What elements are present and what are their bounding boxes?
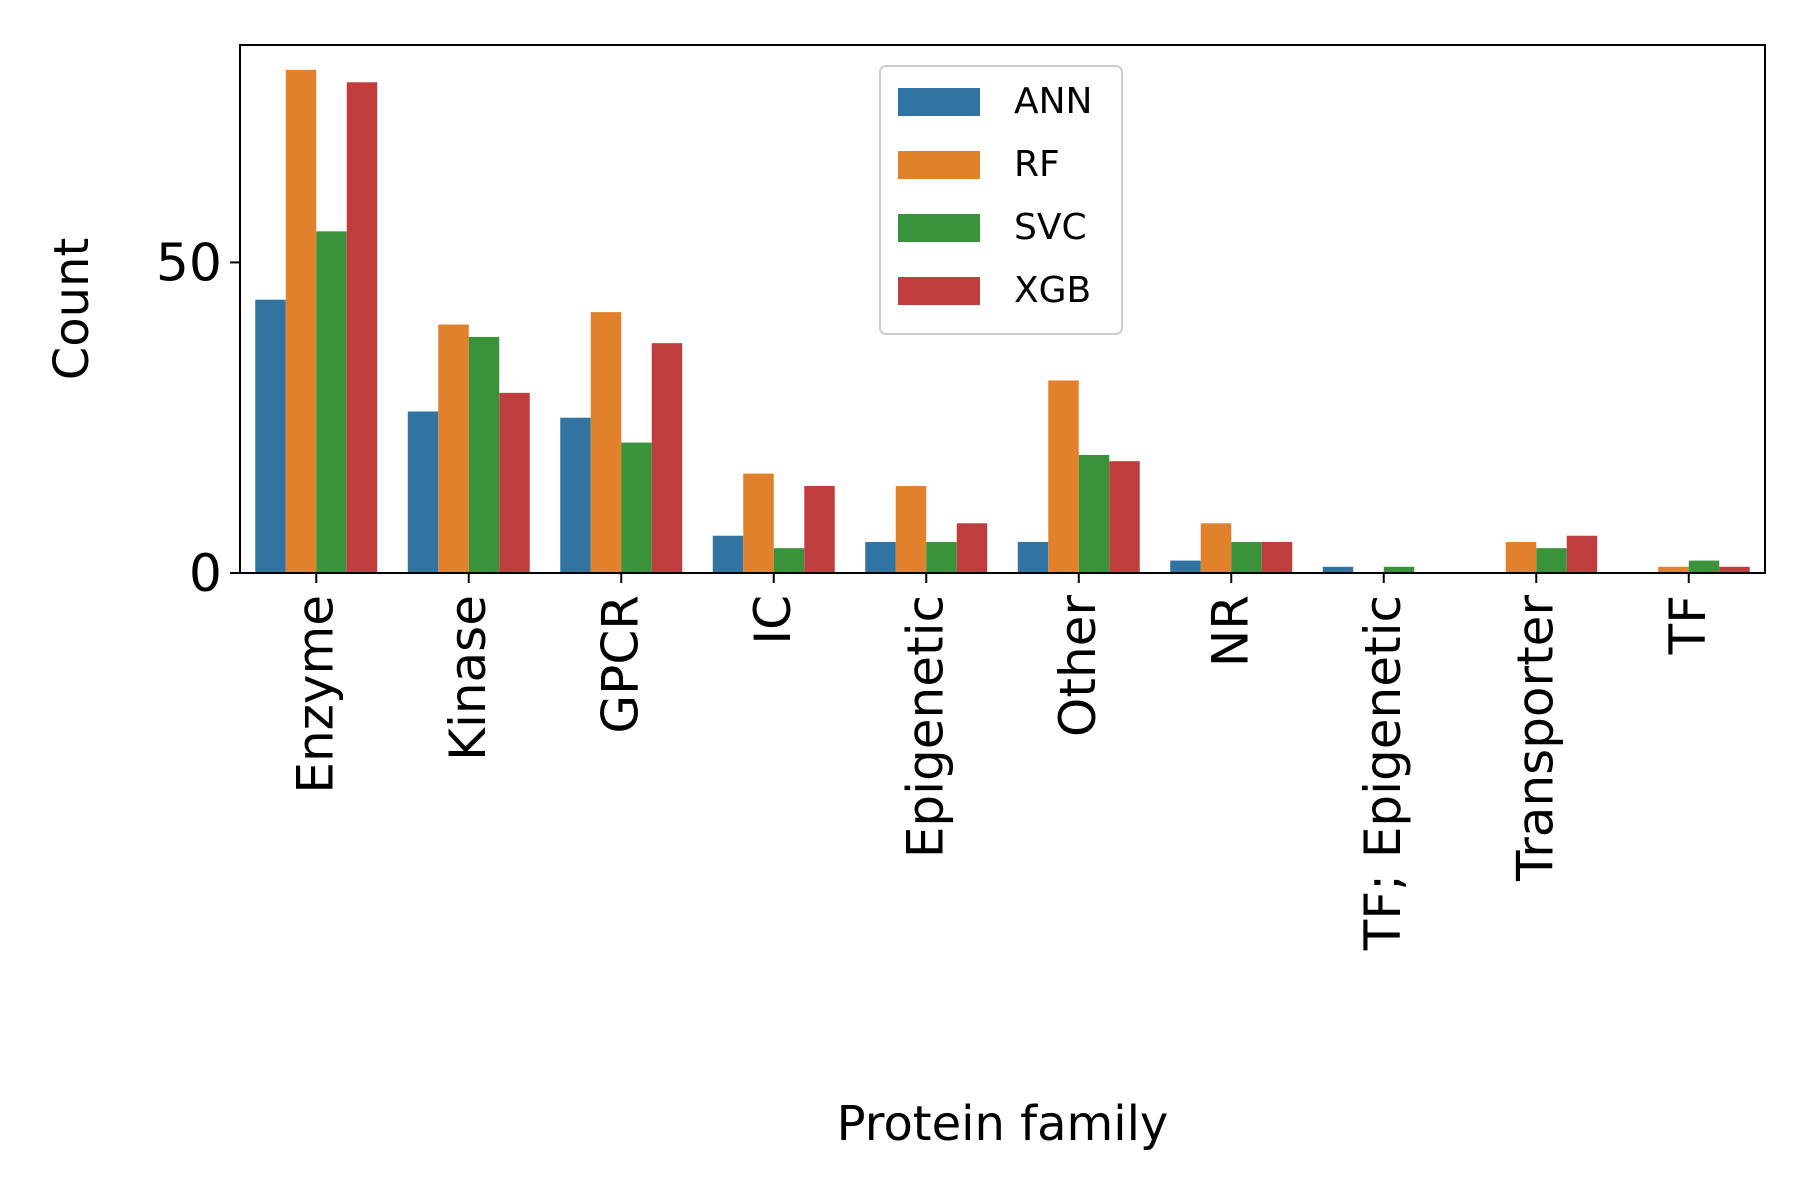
bar-ic-xgb [804,486,835,573]
bar-nr-xgb [1261,541,1293,573]
x-tick-label-kinase: Kinase [439,595,497,761]
legend-label-ann: ANN [1014,81,1093,122]
bar-kinase-xgb [499,392,530,573]
bar-tf-rf [1658,566,1689,573]
legend: ANN RF SVC XGB [879,65,1123,335]
legend-label-xgb: XGB [1014,270,1091,311]
x-tick-label-epigenetic: Epigenetic [896,595,954,858]
bar-tf-xgb [1719,566,1750,573]
bar-other-xgb [1109,461,1140,573]
bar-enzyme-svc [316,231,347,573]
bar-enzyme-rf [285,69,317,574]
bar-kinase-ann [407,411,439,573]
bar-other-svc [1078,454,1110,573]
x-tick-label-enzyme: Enzyme [286,595,344,794]
legend-swatch-ann [898,88,980,116]
bar-epigenetic-ann [865,541,896,573]
bar-nr-rf [1200,523,1232,573]
x-tick-label-nr: NR [1201,595,1259,667]
bar-gpcr-rf [590,312,622,573]
bar-gpcr-ann [560,417,591,573]
legend-frame [879,65,1123,335]
legend-swatch-xgb [898,277,980,305]
bar-enzyme-ann [255,299,286,573]
legend-label-svc: SVC [1014,207,1087,248]
bar-other-rf [1048,380,1079,573]
bar-gpcr-svc [621,442,652,573]
bar-ic-svc [773,548,805,573]
x-tick-label-gpcr: GPCR [591,595,649,734]
y-axis-label: Count [44,238,100,381]
legend-label-rf: RF [1014,144,1060,185]
x-tick-label-tf-epigenetic: TF; Epigenetic [1354,595,1412,951]
plot-frame [239,44,1766,574]
bar-gpcr-xgb [651,343,683,573]
x-tick-label-other: Other [1049,595,1107,737]
bar-transporter-xgb [1566,535,1598,573]
x-ticks: Enzyme Kinase GPCR IC Epigenetic Other NR TF; E… [286,573,1717,951]
legend-swatch-rf [898,151,980,179]
y-tick-label-50: 50 [156,233,222,293]
bar-ic-rf [743,473,774,573]
bar-ic-ann [712,535,744,573]
x-tick-label-transporter: Transporter [1506,595,1564,882]
y-ticks: 0 50 [156,233,240,604]
bar-epigenetic-rf [895,486,927,573]
bar-tf-epigenetic-ann [1322,566,1354,573]
bar-other-ann [1017,541,1049,573]
bar-transporter-svc [1536,548,1567,573]
x-axis-label: Protein family [837,1096,1169,1152]
y-tick-label-0: 0 [189,544,222,604]
legend-swatch-svc [898,214,980,242]
bar-epigenetic-svc [926,541,957,573]
bar-enzyme-xgb [346,82,378,573]
x-tick-label-ic: IC [744,595,802,645]
bar-transporter-rf [1505,541,1537,573]
bar-kinase-svc [468,336,500,573]
bar-nr-svc [1231,541,1262,573]
bar-tf-epigenetic-svc [1383,566,1415,573]
bars-group [255,69,1750,574]
x-tick-label-tf: TF [1659,595,1717,655]
bar-nr-ann [1170,560,1201,573]
bar-tf-svc [1688,560,1720,573]
bar-epigenetic-xgb [956,523,988,573]
bar-kinase-rf [438,324,469,573]
